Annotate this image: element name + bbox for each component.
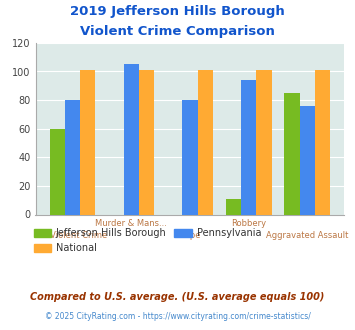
Text: Violent Crime Comparison: Violent Crime Comparison bbox=[80, 25, 275, 38]
Bar bbox=[65, 100, 80, 214]
Text: © 2025 CityRating.com - https://www.cityrating.com/crime-statistics/: © 2025 CityRating.com - https://www.city… bbox=[45, 312, 310, 321]
Bar bbox=[256, 70, 272, 214]
Bar bbox=[80, 70, 95, 214]
Bar bbox=[300, 106, 315, 214]
Text: 2019 Jefferson Hills Borough: 2019 Jefferson Hills Borough bbox=[70, 5, 285, 18]
Bar bbox=[124, 64, 139, 214]
Bar bbox=[226, 199, 241, 214]
Bar bbox=[315, 70, 330, 214]
Legend: Jefferson Hills Borough, National, Pennsylvania: Jefferson Hills Borough, National, Penns… bbox=[30, 224, 265, 257]
Bar bbox=[241, 80, 256, 214]
Bar bbox=[139, 70, 154, 214]
Bar bbox=[182, 100, 198, 214]
Bar bbox=[50, 129, 65, 214]
Bar bbox=[284, 93, 300, 214]
Text: Compared to U.S. average. (U.S. average equals 100): Compared to U.S. average. (U.S. average … bbox=[30, 292, 325, 302]
Bar bbox=[198, 70, 213, 214]
